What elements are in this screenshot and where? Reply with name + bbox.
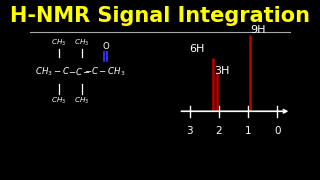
Text: $-C-CH_3$: $-C-CH_3$ bbox=[84, 65, 126, 78]
Text: 9H: 9H bbox=[250, 25, 265, 35]
Text: $CH_3$: $CH_3$ bbox=[51, 96, 66, 106]
Text: O: O bbox=[102, 42, 109, 51]
Text: 3H: 3H bbox=[214, 66, 229, 75]
Text: 3: 3 bbox=[186, 126, 193, 136]
Text: $-C-$: $-C-$ bbox=[68, 66, 92, 77]
Text: $CH_3$: $CH_3$ bbox=[74, 96, 89, 106]
Text: 0: 0 bbox=[274, 126, 280, 136]
Text: $CH_3$: $CH_3$ bbox=[74, 38, 89, 48]
Text: $CH_3-C$: $CH_3-C$ bbox=[35, 65, 70, 78]
Text: H-NMR Signal Integration: H-NMR Signal Integration bbox=[10, 6, 310, 26]
Text: 1: 1 bbox=[245, 126, 252, 136]
Text: 2: 2 bbox=[216, 126, 222, 136]
Text: $CH_3$: $CH_3$ bbox=[51, 38, 66, 48]
Text: 6H: 6H bbox=[189, 44, 204, 54]
